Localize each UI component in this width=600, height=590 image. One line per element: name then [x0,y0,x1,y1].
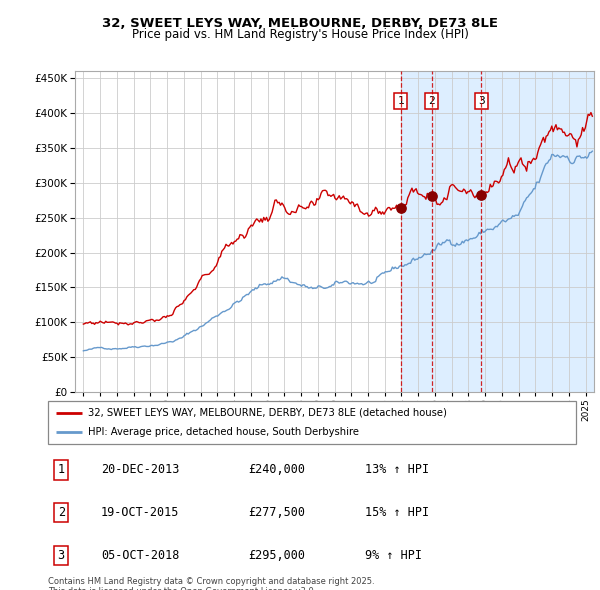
Text: 3: 3 [478,96,485,106]
Text: 2: 2 [58,506,65,519]
Text: 2: 2 [428,96,435,106]
Text: 20-DEC-2013: 20-DEC-2013 [101,463,179,477]
Text: 32, SWEET LEYS WAY, MELBOURNE, DERBY, DE73 8LE (detached house): 32, SWEET LEYS WAY, MELBOURNE, DERBY, DE… [88,408,446,418]
Text: 3: 3 [58,549,65,562]
Text: £240,000: £240,000 [248,463,305,477]
Text: £277,500: £277,500 [248,506,305,519]
Text: Contains HM Land Registry data © Crown copyright and database right 2025.
This d: Contains HM Land Registry data © Crown c… [48,577,374,590]
Text: 15% ↑ HPI: 15% ↑ HPI [365,506,429,519]
Text: 9% ↑ HPI: 9% ↑ HPI [365,549,422,562]
Text: 1: 1 [398,96,404,106]
Text: 05-OCT-2018: 05-OCT-2018 [101,549,179,562]
Text: £295,000: £295,000 [248,549,305,562]
Bar [401,71,600,392]
Text: 13% ↑ HPI: 13% ↑ HPI [365,463,429,477]
Text: 1: 1 [58,463,65,477]
Text: 32, SWEET LEYS WAY, MELBOURNE, DERBY, DE73 8LE: 32, SWEET LEYS WAY, MELBOURNE, DERBY, DE… [102,17,498,30]
Point [476,190,486,199]
Point [427,191,436,201]
Text: 19-OCT-2015: 19-OCT-2015 [101,506,179,519]
Text: Price paid vs. HM Land Registry's House Price Index (HPI): Price paid vs. HM Land Registry's House … [131,28,469,41]
Text: HPI: Average price, detached house, South Derbyshire: HPI: Average price, detached house, Sout… [88,427,359,437]
Point [396,203,406,212]
